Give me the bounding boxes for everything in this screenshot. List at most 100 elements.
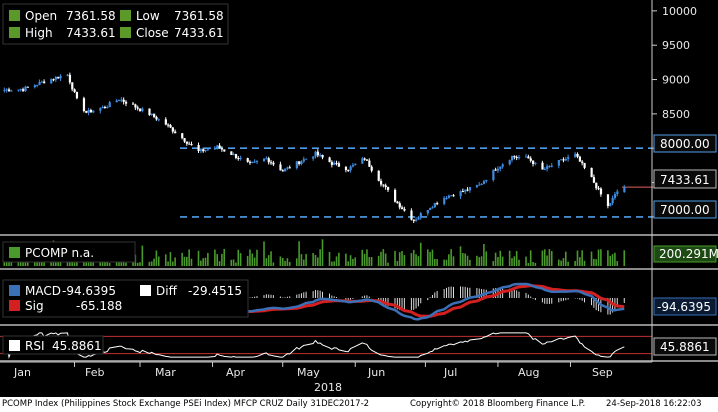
volume-bar xyxy=(284,260,286,266)
candle-body xyxy=(183,138,186,142)
volume-bar xyxy=(239,253,242,266)
candle-body xyxy=(71,82,74,90)
volume-bar xyxy=(501,256,504,266)
volume-bar xyxy=(394,250,396,266)
volume-bar xyxy=(251,253,254,266)
candle-body xyxy=(284,168,287,172)
candle-body xyxy=(108,102,111,107)
candle-body xyxy=(550,165,553,167)
volume-bar xyxy=(426,249,429,266)
badge-last-text: 7433.61 xyxy=(660,173,710,187)
volume-bar xyxy=(256,249,258,266)
rsi-swatch xyxy=(9,340,20,351)
candle-body xyxy=(251,162,254,164)
volume-bar xyxy=(384,253,387,266)
volume-bar xyxy=(354,257,357,266)
volume-bar xyxy=(352,258,354,266)
volume-bar xyxy=(548,249,551,266)
volume-bar xyxy=(377,255,380,266)
volume-bar xyxy=(396,261,399,266)
volume-bar xyxy=(415,254,417,266)
volume-bar xyxy=(480,256,483,266)
y-tick-label: 10000 xyxy=(662,5,697,18)
candle-body xyxy=(5,89,8,91)
candle-body xyxy=(433,203,436,208)
candle-body xyxy=(204,150,207,152)
volume-bar xyxy=(186,256,188,266)
volume-bar xyxy=(499,250,502,266)
candle-body xyxy=(124,101,128,104)
volume-bar xyxy=(321,239,324,266)
x-tick-apr: Apr xyxy=(226,366,246,379)
volume-bar xyxy=(515,251,518,266)
volume-bar xyxy=(92,262,95,266)
volume-legend-text: PCOMP n.a. xyxy=(25,246,94,260)
high-label: High xyxy=(25,26,53,40)
volume-bar xyxy=(40,261,43,266)
volume-bar xyxy=(235,262,237,266)
candle-body xyxy=(150,113,153,115)
ohlc-legend: Open 7361.58 Low 7361.58 High 7433.61 Cl… xyxy=(2,3,229,45)
candle-body xyxy=(546,166,549,170)
candle-body xyxy=(595,182,598,189)
volume-bar xyxy=(452,256,455,266)
candle-body xyxy=(517,157,521,159)
volume-bar xyxy=(541,250,544,266)
volume-bar xyxy=(497,256,499,266)
macd-swatch xyxy=(9,285,20,296)
candle-body xyxy=(253,161,256,163)
volume-bar xyxy=(190,258,193,266)
volume-bar xyxy=(534,262,537,266)
footer-bar: PCOMP Index (Philippines Stock Exchange … xyxy=(0,397,718,412)
volume-bar xyxy=(450,249,452,266)
volume-bar xyxy=(607,250,609,266)
candle-body xyxy=(576,153,579,157)
volume-bar xyxy=(57,261,59,266)
volume-bar xyxy=(253,257,256,266)
candle-body xyxy=(232,154,235,156)
volume-bar xyxy=(202,258,204,266)
volume-bar xyxy=(462,253,464,266)
volume-bar xyxy=(3,262,6,266)
candle-body xyxy=(139,108,142,111)
volume-bar xyxy=(448,254,450,266)
candle-body xyxy=(246,158,249,162)
candle-body xyxy=(305,158,308,160)
candle-body xyxy=(298,161,301,164)
open-value: 7361.58 xyxy=(66,9,116,23)
volume-bar xyxy=(574,260,576,266)
candle-body xyxy=(461,191,465,193)
volume-bar xyxy=(345,253,347,266)
volume-bar xyxy=(445,259,448,266)
volume-bar xyxy=(335,256,338,266)
volume-bar xyxy=(139,262,141,266)
volume-bar xyxy=(263,241,265,266)
candle-body xyxy=(101,106,104,109)
candle-body xyxy=(66,74,69,76)
candle-body xyxy=(410,210,413,220)
volume-bar xyxy=(398,252,401,266)
candle-body xyxy=(333,162,336,165)
candle-body xyxy=(567,157,570,160)
candle-body xyxy=(464,189,467,192)
candle-body xyxy=(288,167,291,169)
volume-bar xyxy=(529,250,532,266)
volume-bar xyxy=(600,249,602,266)
candle-body xyxy=(436,203,439,205)
candle-body xyxy=(499,166,502,169)
volume-bar xyxy=(412,250,415,266)
volume-bar xyxy=(237,249,240,266)
candle-body xyxy=(361,158,364,164)
candle-body xyxy=(202,149,205,152)
candle-body xyxy=(17,89,20,91)
candle-body xyxy=(169,125,172,128)
candle-body xyxy=(132,103,135,105)
candle-body xyxy=(599,188,603,195)
footer-right: 24-Sep-2018 16:22:03 xyxy=(606,399,702,409)
candle-body xyxy=(8,89,11,92)
candle-body xyxy=(459,191,462,197)
candle-body xyxy=(300,161,303,164)
candle-body xyxy=(403,208,406,211)
candle-body xyxy=(10,90,13,92)
volume-bar xyxy=(331,261,333,266)
